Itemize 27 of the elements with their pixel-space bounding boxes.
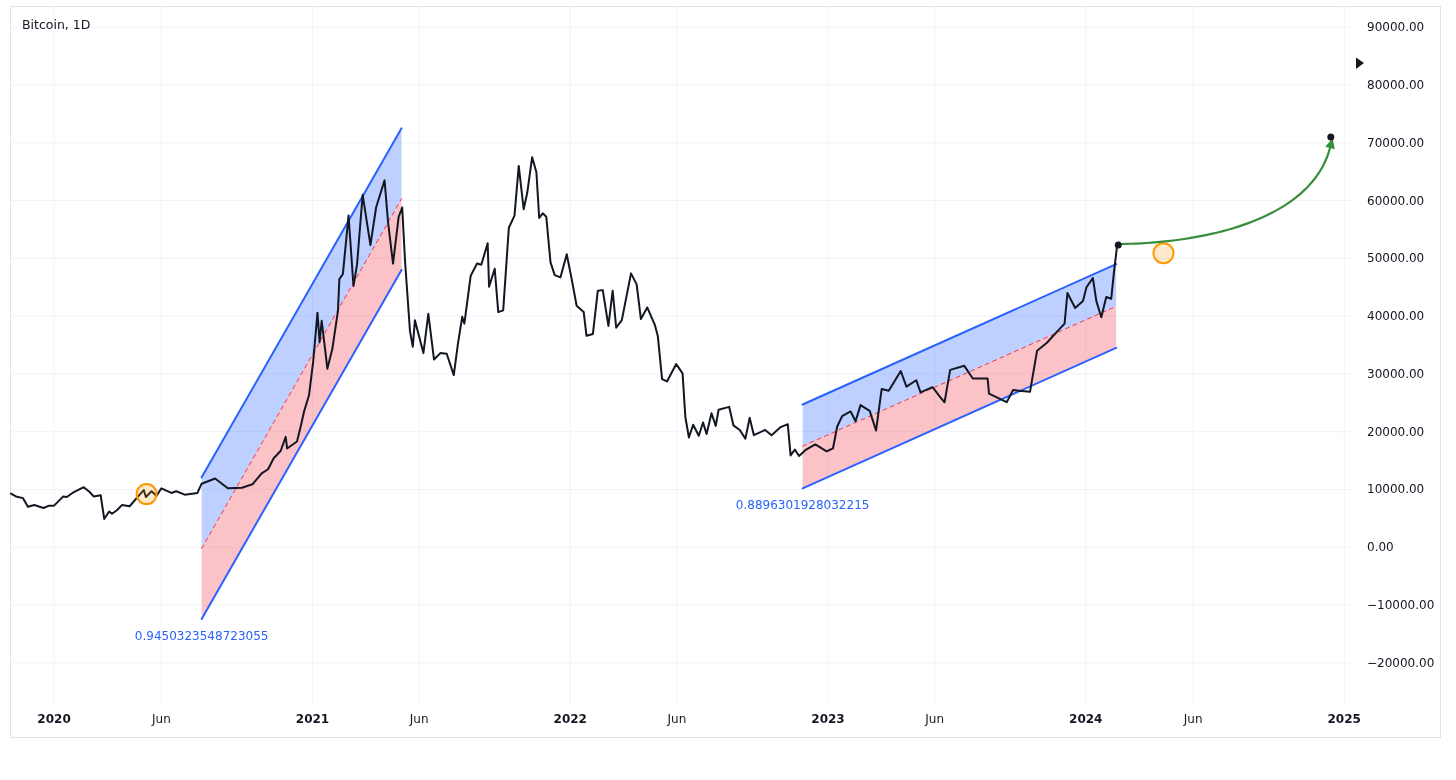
line-series — [10, 156, 1120, 520]
x-tick-label: 2021 — [295, 711, 330, 726]
y-tick-label: 50000.00 — [1367, 250, 1425, 265]
x-tick-label: 2022 — [553, 711, 587, 726]
y-tick-label: 10000.00 — [1367, 481, 1425, 496]
x-tick-label: Jun — [151, 711, 171, 726]
y-tick-label: 90000.00 — [1367, 19, 1425, 34]
x-tick-label: Jun — [408, 711, 429, 726]
x-tick-label: Jun — [924, 711, 945, 726]
annotation: 0.9450323548723055 — [134, 628, 269, 643]
x-tick-label: 2023 — [811, 711, 845, 726]
y-tick-label: 60000.00 — [1367, 193, 1425, 208]
text: Bitcoin, 1D — [22, 16, 91, 32]
annotation: 0.8896301928032215 — [735, 497, 870, 512]
x-tick-label: 2024 — [1069, 711, 1103, 726]
y-tick-label: 40000.00 — [1367, 308, 1425, 323]
x-tick-label: 2020 — [37, 711, 71, 726]
y-tick-label: 30000.00 — [1367, 366, 1425, 381]
y-tick-label: 70000.00 — [1367, 135, 1425, 150]
x-tick-label: Jun — [666, 711, 687, 726]
y-tick-label: −10000.00 — [1367, 597, 1435, 612]
y-tick-label: 80000.00 — [1367, 77, 1425, 92]
y-tick-label: −20000.00 — [1367, 655, 1435, 670]
y-tick-label: 20000.00 — [1367, 424, 1425, 439]
x-tick-label: 2025 — [1327, 711, 1361, 726]
x-tick-label: Jun — [1182, 711, 1203, 726]
y-tick-label: 0.00 — [1367, 539, 1394, 554]
